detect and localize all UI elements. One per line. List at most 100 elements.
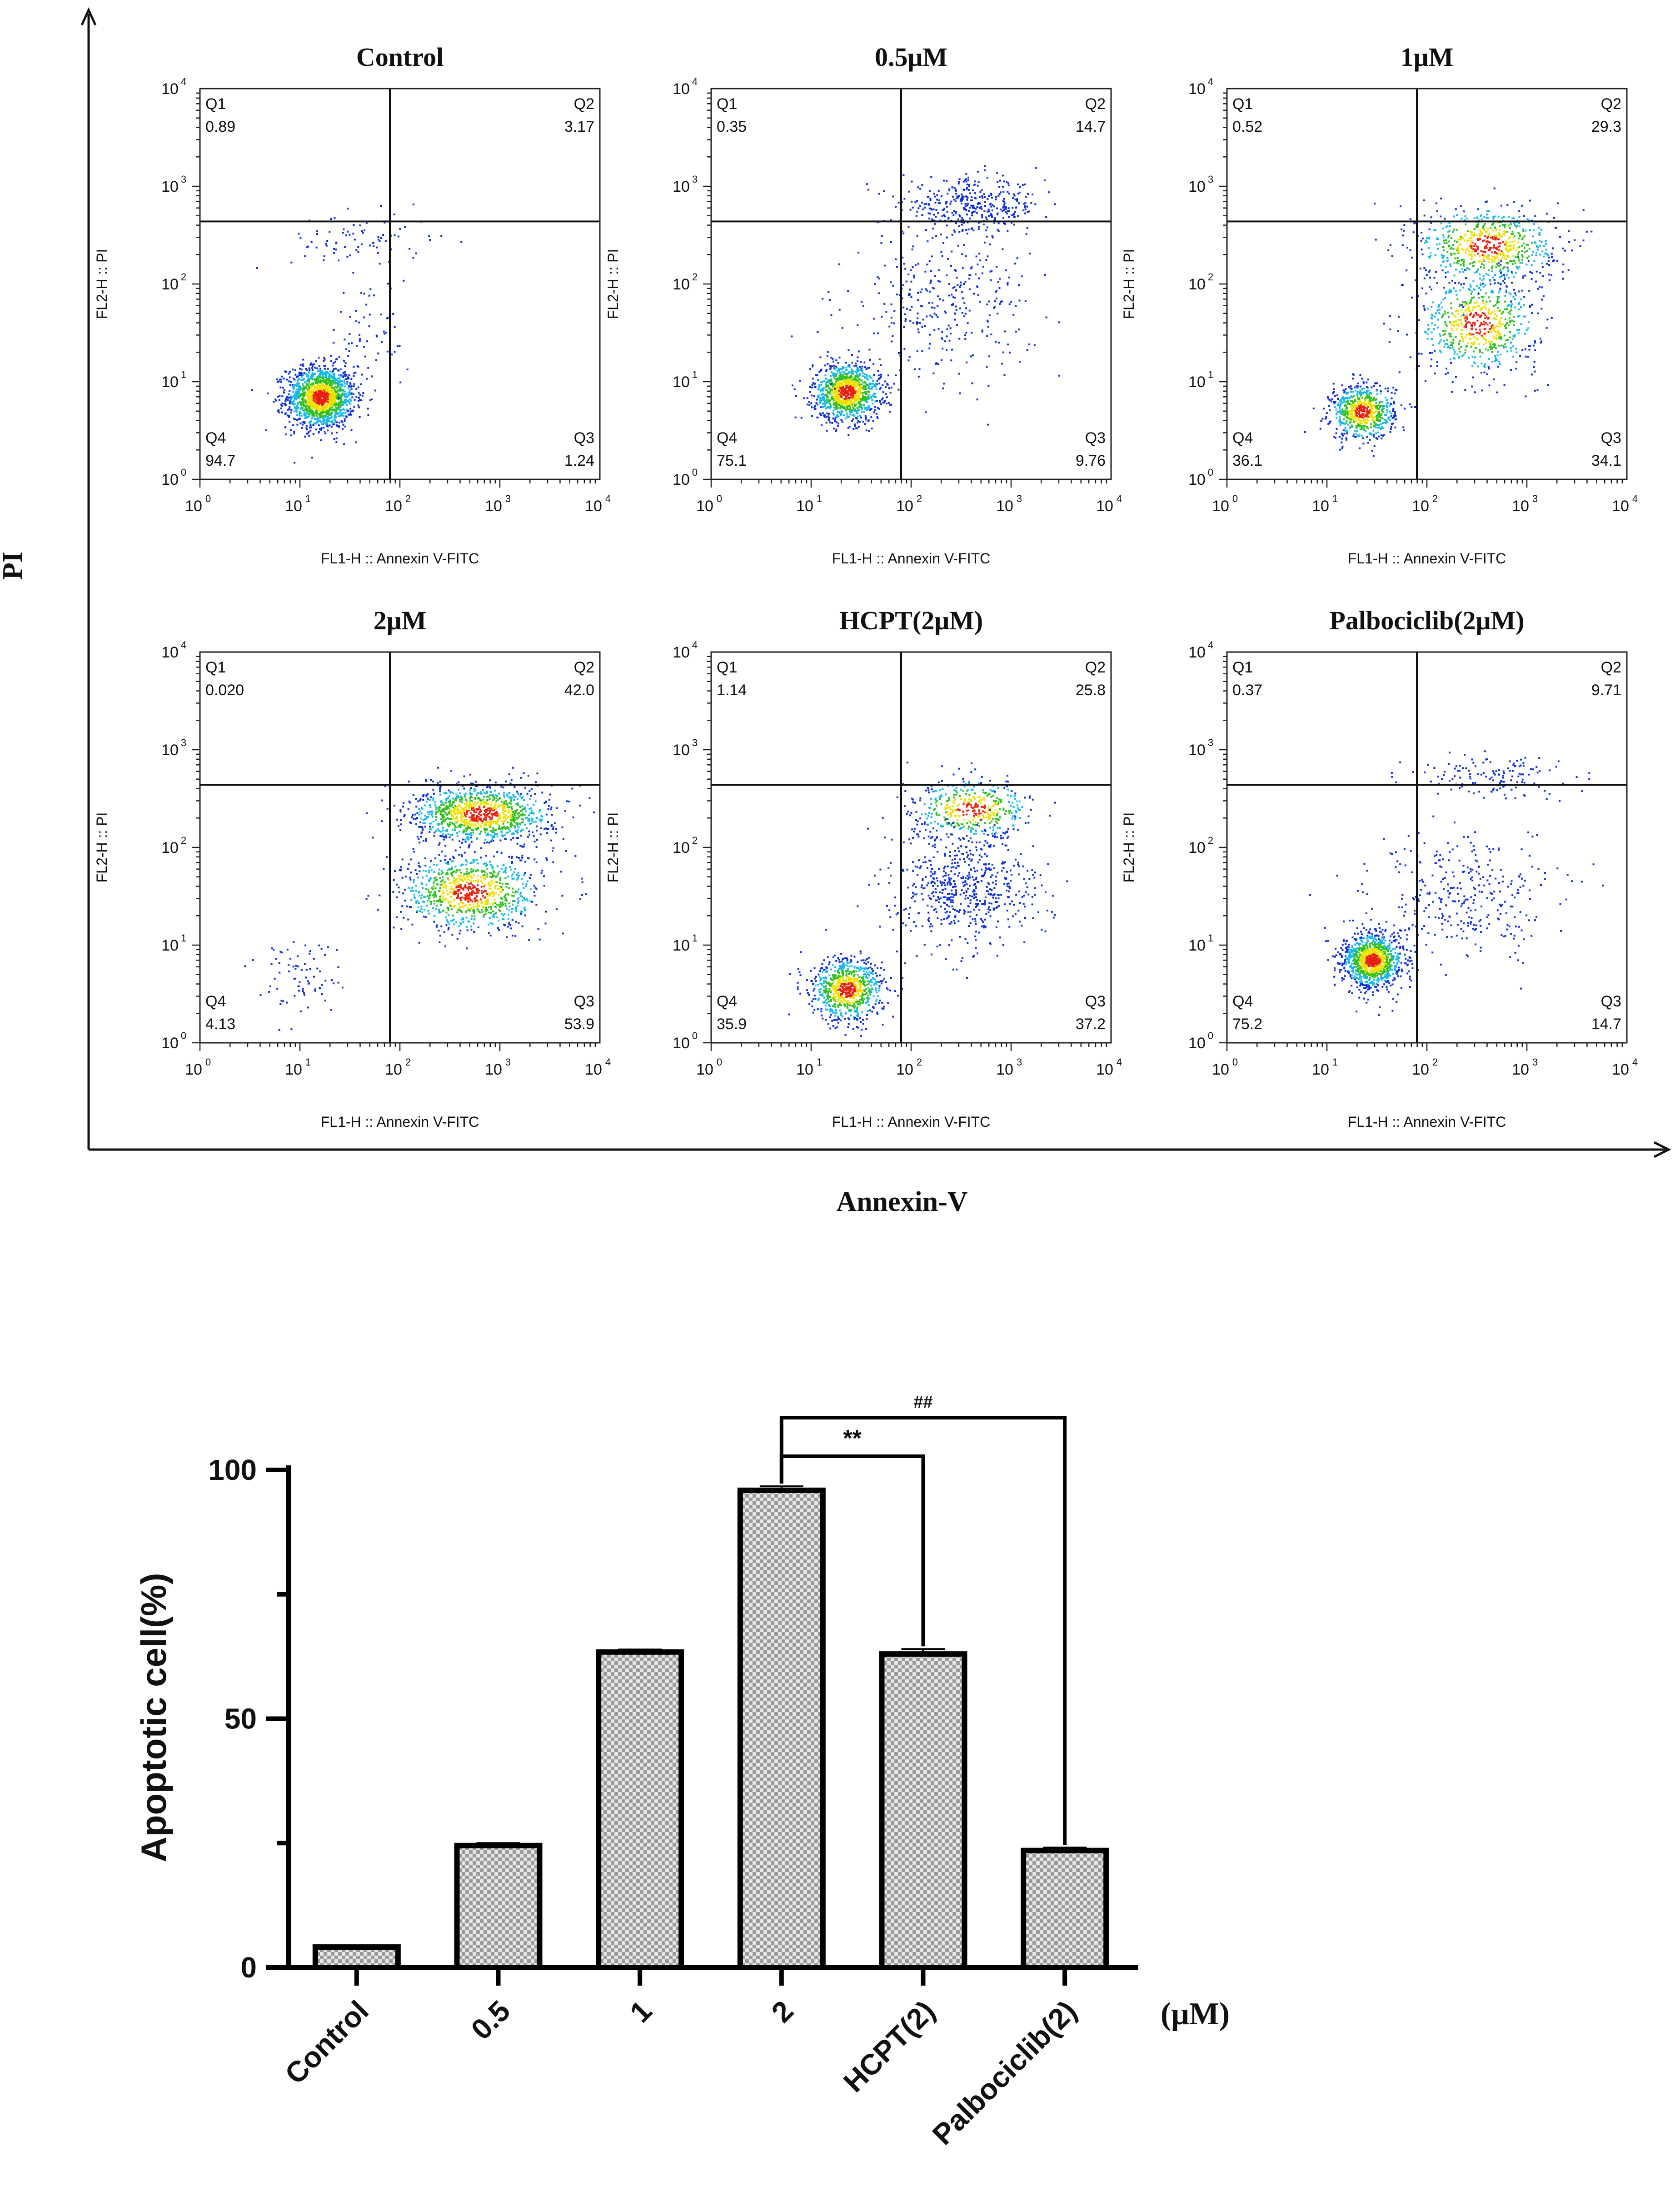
scatter-dot — [916, 215, 917, 217]
scatter-dot — [890, 404, 892, 406]
scatter-dot — [1012, 197, 1014, 199]
scatter-dot — [828, 392, 830, 393]
scatter-dot — [972, 189, 974, 191]
scatter-dot — [830, 389, 832, 391]
scatter-dot — [994, 219, 996, 221]
flow-scatter — [251, 204, 462, 464]
scatter-dot — [937, 212, 939, 214]
x-tick-exponent: 2 — [917, 493, 922, 504]
scatter-dot — [841, 368, 843, 370]
scatter-dot — [891, 387, 892, 388]
scatter-dot — [868, 394, 870, 396]
scatter-dot — [1418, 365, 1420, 367]
scatter-dot — [1351, 414, 1353, 416]
scatter-dot — [1448, 316, 1450, 318]
scatter-dot — [1534, 361, 1535, 363]
scatter-dot — [988, 210, 990, 212]
scatter-dot — [877, 370, 879, 372]
scatter-dot — [1514, 334, 1515, 336]
scatter-dot — [344, 381, 345, 383]
scatter-dot — [1003, 222, 1005, 224]
scatter-dot — [818, 379, 819, 381]
scatter-dot — [937, 316, 938, 318]
scatter-dot — [1019, 192, 1021, 194]
scatter-dot — [327, 416, 329, 418]
scatter-dot — [294, 369, 296, 371]
scatter-dot — [316, 415, 318, 417]
scatter-dot — [951, 304, 952, 306]
scatter-dot — [838, 411, 840, 413]
scatter-dot — [1014, 199, 1016, 200]
scatter-dot — [325, 375, 327, 377]
scatter-dot — [348, 343, 350, 344]
scatter-dot — [1448, 292, 1450, 294]
scatter-dot — [319, 396, 321, 398]
scatter-dot — [311, 412, 313, 413]
scatter-dot — [862, 305, 864, 307]
scatter-dot — [807, 403, 808, 405]
scatter-dot — [358, 366, 359, 368]
scatter-dot — [1504, 343, 1506, 345]
scatter-dot — [842, 403, 843, 405]
scatter-dot — [1016, 198, 1018, 200]
scatter-dot — [1481, 389, 1483, 391]
scatter-dot — [1345, 412, 1346, 413]
scatter-dot — [1474, 357, 1476, 359]
scatter-dot — [858, 374, 860, 376]
scatter-dot — [987, 326, 989, 328]
scatter-dot — [360, 383, 362, 385]
scatter-dot — [1514, 307, 1516, 309]
scatter-dot — [1013, 214, 1015, 215]
scatter-dot — [333, 329, 334, 331]
scatter-dot — [334, 361, 336, 363]
scatter-dot — [346, 381, 348, 383]
scatter-dot — [829, 422, 831, 423]
scatter-dot — [345, 234, 347, 236]
scatter-dot — [936, 314, 937, 316]
scatter-dot — [338, 374, 340, 376]
scatter-dot — [1351, 388, 1353, 390]
scatter-dot — [961, 194, 962, 195]
quadrant-value: 75.1 — [717, 452, 747, 469]
scatter-dot — [907, 274, 909, 275]
scatter-dot — [307, 388, 309, 390]
scatter-dot — [828, 387, 830, 388]
scatter-dot — [952, 296, 954, 298]
scatter-dot — [333, 387, 335, 389]
scatter-dot — [343, 415, 344, 417]
scatter-dot — [333, 423, 335, 425]
scatter-dot — [320, 409, 322, 411]
scatter-dot — [835, 366, 837, 368]
scatter-dot — [983, 210, 985, 212]
scatter-dot — [1485, 349, 1486, 350]
scatter-dot — [817, 397, 819, 398]
scatter-dot — [1423, 308, 1425, 309]
scatter-dot — [1458, 319, 1460, 321]
scatter-dot — [387, 351, 389, 353]
scatter-dot — [879, 359, 881, 360]
scatter-dot — [909, 309, 911, 311]
scatter-dot — [1503, 274, 1505, 276]
scatter-dot — [1506, 351, 1508, 353]
scatter-dot — [304, 392, 306, 393]
scatter-dot — [1506, 286, 1508, 288]
scatter-dot — [826, 402, 828, 404]
quadrant-value: 14.7 — [1076, 118, 1106, 135]
scatter-dot — [1334, 406, 1336, 408]
scatter-dot — [880, 374, 882, 376]
scatter-dot — [919, 188, 921, 190]
scatter-dot — [809, 368, 811, 370]
scatter-dot — [1366, 396, 1367, 398]
scatter-dot — [1451, 342, 1452, 344]
scatter-dot — [853, 365, 855, 367]
scatter-dot — [284, 413, 286, 415]
scatter-dot — [301, 407, 303, 408]
scatter-dot — [337, 383, 339, 385]
scatter-dot — [998, 342, 1000, 344]
scatter-dot — [1512, 356, 1514, 358]
scatter-dot — [935, 202, 937, 204]
scatter-dot — [310, 420, 312, 422]
scatter-dot — [1474, 302, 1476, 304]
scatter-dot — [364, 293, 365, 294]
scatter-dot — [891, 341, 893, 343]
